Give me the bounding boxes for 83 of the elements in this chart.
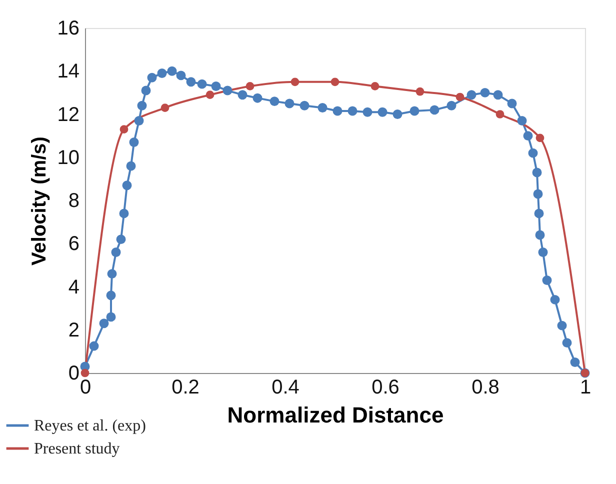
point (284, 98, 294, 108)
point (157, 68, 167, 78)
point (106, 290, 116, 300)
point (562, 338, 572, 348)
point (446, 100, 456, 110)
point (534, 208, 544, 218)
point (416, 87, 424, 96)
y-axis-title: Velocity (m/s) (28, 136, 50, 266)
point (238, 90, 248, 100)
point (535, 230, 545, 240)
point (348, 106, 358, 116)
point (456, 92, 464, 102)
point (141, 86, 151, 96)
point (106, 312, 116, 322)
point (252, 93, 262, 103)
point (160, 104, 170, 112)
y-tick-label: 14 (57, 60, 80, 83)
point (126, 161, 136, 171)
point (410, 106, 420, 116)
y-tick-label: 6 (68, 233, 80, 256)
point (532, 168, 542, 178)
x-tick-label: 0.2 (172, 376, 200, 398)
point (116, 234, 126, 244)
legend-label: Present study (34, 440, 120, 458)
point (557, 320, 567, 330)
point (496, 110, 504, 118)
point (330, 78, 340, 86)
point (186, 77, 196, 87)
point (270, 96, 280, 106)
point (517, 116, 527, 126)
x-tick-label: 0.8 (472, 376, 500, 398)
point (536, 134, 544, 142)
point (480, 88, 490, 98)
point (290, 78, 300, 86)
y-tick-label: 2 (68, 319, 80, 342)
y-tick-label: 8 (68, 190, 80, 212)
x-tick-label: 1 (580, 376, 592, 398)
point (523, 131, 533, 141)
point (550, 294, 560, 304)
point (300, 100, 310, 110)
point (111, 248, 121, 257)
point (378, 107, 388, 117)
point (89, 341, 99, 351)
point (538, 248, 548, 257)
y-tick-label: 0 (68, 362, 80, 384)
point (370, 82, 380, 90)
point (211, 81, 221, 91)
x-tick-label: 0.4 (272, 376, 300, 398)
y-tick-label: 16 (57, 18, 80, 40)
point (206, 90, 214, 100)
point (507, 98, 517, 108)
point (332, 106, 342, 116)
point (107, 269, 117, 279)
point (147, 72, 157, 82)
point (134, 116, 144, 126)
x-tick-label: 0.6 (372, 376, 400, 398)
legend-label: Reyes et al. (exp) (34, 418, 146, 434)
point (119, 208, 129, 218)
point (533, 189, 543, 199)
point (80, 368, 90, 378)
point (176, 70, 186, 80)
point (197, 79, 207, 89)
point (542, 276, 552, 286)
point (570, 357, 580, 367)
point (362, 107, 372, 117)
y-tick-label: 12 (57, 104, 80, 126)
point (430, 105, 440, 115)
point (318, 103, 328, 113)
y-tick-label: 10 (57, 146, 80, 169)
point (129, 138, 139, 148)
point (392, 110, 402, 119)
point (528, 148, 538, 158)
point (122, 180, 132, 190)
point (222, 86, 232, 96)
point (137, 100, 147, 110)
point (493, 90, 503, 100)
y-tick-label: 4 (68, 276, 80, 298)
point (120, 125, 128, 134)
point (466, 90, 476, 100)
x-axis-title: Normalized Distance (227, 402, 444, 428)
point (246, 82, 254, 90)
point (99, 318, 109, 328)
point (167, 66, 177, 76)
